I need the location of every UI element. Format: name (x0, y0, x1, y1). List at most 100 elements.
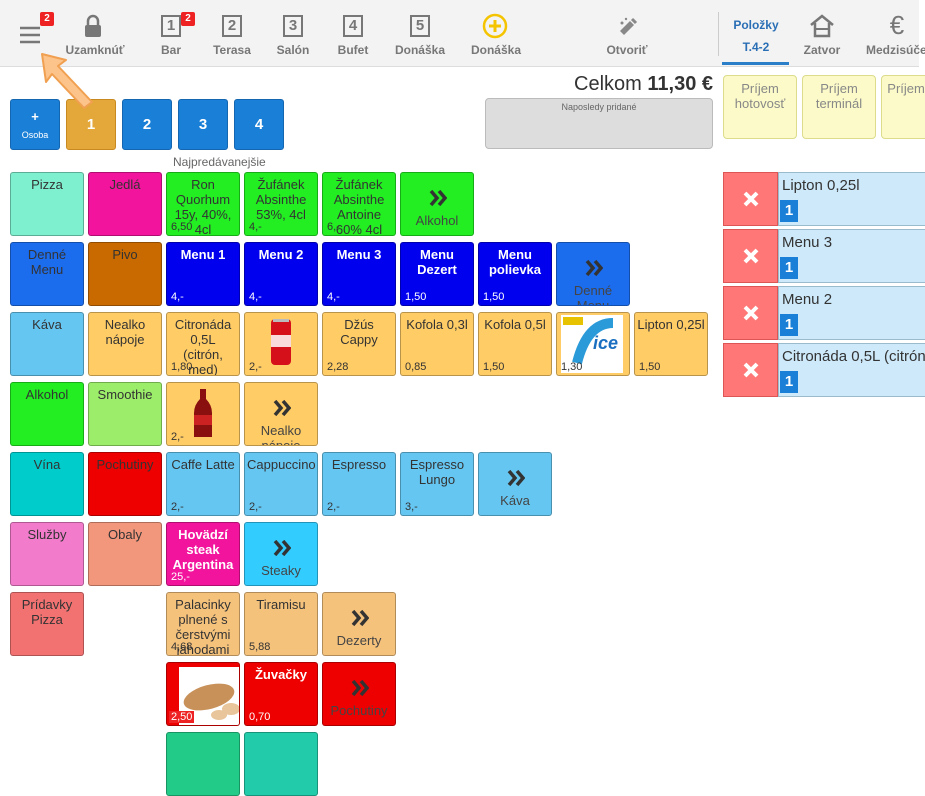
tile[interactable]: Cappuccino 2,- (244, 452, 318, 516)
add-person[interactable]: + Osoba (10, 99, 60, 150)
person-button[interactable]: 1 (66, 99, 116, 150)
tile[interactable]: Prídavky Pizza (10, 592, 84, 656)
tile[interactable]: Menu 1 4,- (166, 242, 240, 306)
more-tile[interactable]: Alkohol (400, 172, 474, 236)
tile[interactable]: Žuvačky 0,70 (244, 662, 318, 726)
tile[interactable]: ice 1,30 (556, 312, 630, 376)
table-label[interactable]: Bar (160, 43, 181, 57)
tile[interactable]: Menu Dezert 1,50 (400, 242, 474, 306)
table-number[interactable]: 5 (410, 15, 430, 37)
payment-button[interactable]: Príjem šek (881, 75, 925, 139)
tile[interactable]: Menu 2 4,- (244, 242, 318, 306)
order-item[interactable]: Menu 2 1 (723, 286, 925, 340)
lock-icon[interactable] (84, 14, 102, 38)
divider (718, 12, 719, 56)
order-qty: 1 (780, 371, 798, 393)
tab-close[interactable]: Zatvor (803, 43, 841, 57)
tile[interactable]: Hovädzí steak Argentina 25,- (166, 522, 240, 586)
person-button[interactable]: 2 (122, 99, 172, 150)
tile-label: Menu Dezert (417, 247, 457, 277)
tile[interactable]: Tiramisu 5,88 (244, 592, 318, 656)
tile[interactable]: 2,- (166, 382, 240, 446)
payment-button[interactable]: Príjem terminál (802, 75, 876, 139)
tile[interactable]: Pivo (88, 242, 162, 306)
tile[interactable]: Kofola 0,3l 0,85 (400, 312, 474, 376)
table-number[interactable]: 1 (161, 15, 181, 37)
tile-price: 1,30 (561, 361, 583, 373)
tile[interactable]: Nealko nápoje (88, 312, 162, 376)
tile[interactable]: Džús Cappy 2,28 (322, 312, 396, 376)
tile[interactable]: Pizza (10, 172, 84, 236)
remove-button[interactable] (723, 229, 778, 283)
add-delivery-icon[interactable] (482, 13, 508, 39)
tile-label: Vína (33, 457, 61, 472)
tile[interactable]: Jedlá (88, 172, 162, 236)
tile[interactable]: Smoothie (88, 382, 162, 446)
lock-label[interactable]: Uzamknúť (65, 43, 125, 57)
tile[interactable]: Služby (10, 522, 84, 586)
remove-button[interactable] (723, 286, 778, 340)
add-delivery-label[interactable]: Donáška (470, 43, 522, 57)
tile-partial[interactable] (244, 732, 318, 796)
tile[interactable]: Caffe Latte 2,- (166, 452, 240, 516)
subtotal-icon[interactable]: € (884, 12, 910, 40)
menu-icon[interactable] (18, 25, 42, 45)
tile[interactable]: Palacinky plnené s čerstvými jahodami 4,6… (166, 592, 240, 656)
order-item[interactable]: Menu 3 1 (723, 229, 925, 283)
payment-button[interactable]: Príjem hotovosť (723, 75, 797, 139)
table-label[interactable]: Bufet (337, 43, 369, 57)
tile[interactable]: Obaly (88, 522, 162, 586)
table-label[interactable]: Terasa (213, 43, 251, 57)
more-tile[interactable]: Steaky (244, 522, 318, 586)
order-item[interactable]: Lipton 0,25l 1 (723, 172, 925, 226)
tile[interactable]: 2,- (244, 312, 318, 376)
tab-items-sub: T.4-2 (742, 40, 770, 54)
person-button[interactable]: 4 (234, 99, 284, 150)
tile[interactable]: Žufánek Absinthe Antoine 60% 4cl 6,- (322, 172, 396, 236)
tile[interactable]: Lipton 0,25l 1,50 (634, 312, 708, 376)
tile[interactable]: Espresso Lungo 3,- (400, 452, 474, 516)
more-tile[interactable]: Dezerty (322, 592, 396, 656)
tile-price: 6,50 (171, 221, 193, 233)
tile-label: Džús Cappy (340, 317, 378, 347)
order-item[interactable]: Citronáda 0,5L (citrón, med) 1 (723, 343, 925, 397)
table-number[interactable]: 3 (283, 15, 303, 37)
tile[interactable]: Citronáda 0,5L (citrón, med) 1,80 (166, 312, 240, 376)
tile-partial[interactable] (166, 732, 240, 796)
open-label[interactable]: Otvoriť (606, 43, 648, 57)
tile[interactable]: Menu 3 4,- (322, 242, 396, 306)
tile[interactable]: Pochutiny (88, 452, 162, 516)
table-label[interactable]: Donáška (394, 43, 446, 57)
table-number[interactable]: 4 (343, 15, 363, 37)
table-label[interactable]: Salón (276, 43, 310, 57)
more-tile[interactable]: Nealko nápoje (244, 382, 318, 446)
close-icon[interactable] (808, 13, 836, 39)
remove-button[interactable] (723, 172, 778, 226)
last-added: Naposledy pridané (485, 98, 713, 149)
tile[interactable]: Menu polievka 1,50 (478, 242, 552, 306)
tile[interactable]: Denné Menu (10, 242, 84, 306)
tile-label: Menu 3 (336, 247, 382, 262)
more-icon (585, 259, 603, 277)
remove-button[interactable] (723, 343, 778, 397)
tile[interactable]: Káva (10, 312, 84, 376)
tile[interactable]: Alkohol (10, 382, 84, 446)
tile-label: Smoothie (97, 387, 153, 402)
more-tile[interactable]: Káva (478, 452, 552, 516)
tile[interactable]: Ron Quorhum 15y, 40%, 4cl 6,50 (166, 172, 240, 236)
product-image (271, 319, 291, 365)
tile[interactable]: 2,50 (166, 662, 240, 726)
tab-subtotal[interactable]: Medzisúčet (866, 43, 925, 57)
tile-label: Kofola 0,5l (484, 317, 546, 332)
more-tile[interactable]: Pochutiny (322, 662, 396, 726)
more-tile[interactable]: Denné Menu (556, 242, 630, 306)
tile[interactable]: Espresso 2,- (322, 452, 396, 516)
tile[interactable]: Kofola 0,5l 1,50 (478, 312, 552, 376)
tile[interactable]: Vína (10, 452, 84, 516)
tile[interactable]: Žufánek Absinthe 53%, 4cl 4,- (244, 172, 318, 236)
tab-items[interactable]: Položky (733, 18, 779, 32)
open-icon[interactable] (616, 15, 640, 39)
table-number[interactable]: 2 (222, 15, 242, 37)
person-button[interactable]: 3 (178, 99, 228, 150)
